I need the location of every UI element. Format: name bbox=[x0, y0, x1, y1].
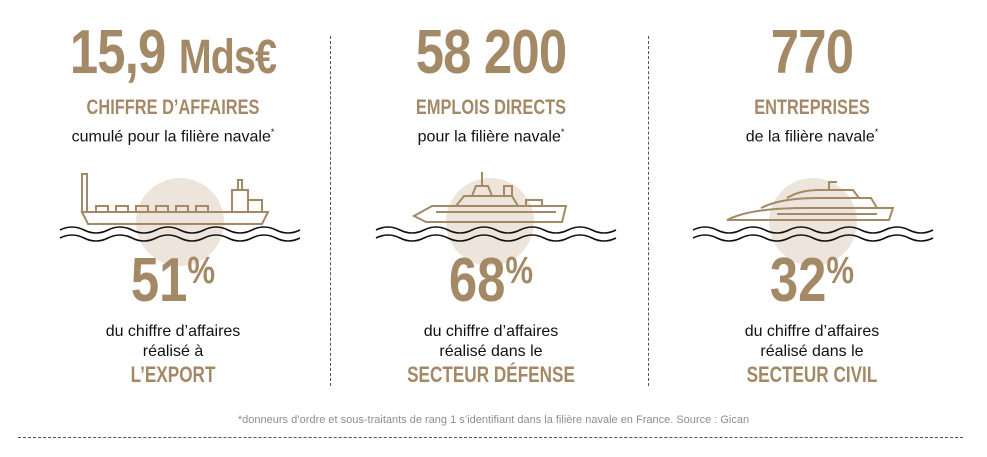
stat-tag: SECTEUR DÉFENSE bbox=[407, 362, 575, 387]
stat-percent: 51% bbox=[130, 246, 216, 315]
stat-column-revenue: 15,9 Mds€ CHIFFRE D’AFFAIRES cumulé pour… bbox=[18, 0, 328, 410]
stat-label: EMPLOIS DIRECTS bbox=[415, 96, 567, 119]
stat-value: 15,9 Mds€ bbox=[69, 18, 277, 87]
stat-value: 58 200 bbox=[415, 18, 567, 87]
column-divider bbox=[648, 36, 649, 386]
footnote: *donneurs d’ordre et sous-traitants de r… bbox=[237, 414, 750, 426]
stat-label: ENTREPRISES bbox=[754, 96, 870, 119]
stat-value-unit: Mds€ bbox=[178, 31, 277, 84]
stat-description: du chiffre d’affaires réalisé à bbox=[105, 323, 241, 360]
stat-description: du chiffre d’affaires réalisé dans le bbox=[744, 323, 880, 360]
stat-value: 770 bbox=[770, 18, 854, 87]
bottom-divider bbox=[18, 437, 963, 438]
stat-label: CHIFFRE D’AFFAIRES bbox=[86, 96, 260, 119]
cargo-ship-icon bbox=[59, 173, 301, 266]
stat-percent: 32% bbox=[769, 246, 855, 315]
column-divider bbox=[330, 36, 331, 386]
yacht-icon bbox=[692, 178, 934, 266]
warship-icon bbox=[375, 172, 617, 266]
stat-tag: SECTEUR CIVIL bbox=[746, 362, 878, 387]
stat-description: du chiffre d’affaires réalisé dans le bbox=[423, 323, 559, 360]
stat-column-companies: 770 ENTREPRISES de la filière navale* 32… bbox=[657, 0, 967, 410]
stat-subtitle: pour la filière navale* bbox=[417, 127, 565, 146]
stat-percent: 68% bbox=[448, 246, 534, 315]
stat-subtitle: de la filière navale* bbox=[745, 127, 879, 146]
stat-subtitle: cumulé pour la filière navale* bbox=[71, 127, 275, 146]
stat-tag: L’EXPORT bbox=[130, 362, 216, 387]
stat-column-jobs: 58 200 EMPLOIS DIRECTS pour la filière n… bbox=[336, 0, 646, 410]
